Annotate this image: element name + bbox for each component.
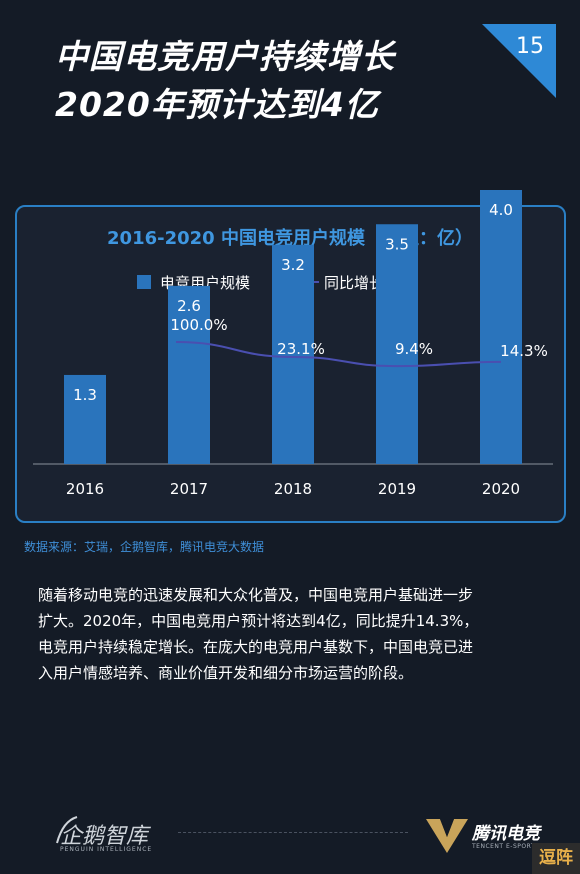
body-line: 随着移动电竞的迅速发展和大众化普及，中国电竞用户基础进一步 [38,586,474,604]
legend-bar-swatch [137,275,151,289]
page-title-line-1: 中国电竞用户持续增长 [55,37,395,76]
page-title-line-2: 2020年预计达到4亿 [55,85,379,124]
bar-data-label: 4.0 [489,201,513,219]
corner-flag-icon [482,24,556,98]
x-tick-label: 2018 [274,480,312,498]
body-line: 电竞用户持续稳定增长。在庞大的电竞用户基数下，中国电竞已进 [38,638,474,656]
x-tick-label: 2016 [66,480,104,498]
page-number: 15 [516,34,544,59]
body-line: 扩大。2020年，中国电竞用户预计将达到4亿，同比提升14.3%， [38,612,479,630]
tencent-esports-logo: 腾讯电竞 [472,824,540,844]
bar [64,374,106,464]
growth-rate-line [175,341,502,368]
growth-rate-label: 9.4% [395,340,433,358]
tencent-esports-subtitle: TENCENT E-SPORTS [472,843,540,850]
bar [480,190,522,464]
watermark-badge: 逗阵 [532,843,580,874]
bar [376,224,418,464]
data-source: 数据来源：艾瑞，企鹅智库，腾讯电竞大数据 [24,540,265,554]
bar [168,285,210,464]
growth-rate-label: 14.3% [500,342,548,360]
penguin-intelligence-logo: 企鹅智库 [60,824,149,849]
bar-data-label: 1.3 [73,386,97,404]
body-line: 入用户情感培养、商业价值开发和细分市场运营的阶段。 [38,664,414,682]
growth-rate-label: 100.0% [170,316,227,334]
bar [272,244,314,464]
bar-data-label: 3.5 [385,235,409,253]
x-tick-label: 2017 [170,480,208,498]
penguin-logo-icon [56,816,78,844]
growth-rate-label: 23.1% [277,340,325,358]
bar-data-label: 2.6 [177,297,201,315]
x-tick-label: 2019 [378,480,416,498]
footer-divider [178,832,408,833]
tencent-esports-logo-icon [426,819,468,853]
x-tick-label: 2020 [482,480,520,498]
body-paragraph: 随着移动电竞的迅速发展和大众化普及，中国电竞用户基础进一步 扩大。2020年，中… [38,582,553,686]
penguin-intelligence-subtitle: PENGUIN INTELLIGENCE [60,846,153,853]
bar-data-label: 3.2 [281,256,305,274]
